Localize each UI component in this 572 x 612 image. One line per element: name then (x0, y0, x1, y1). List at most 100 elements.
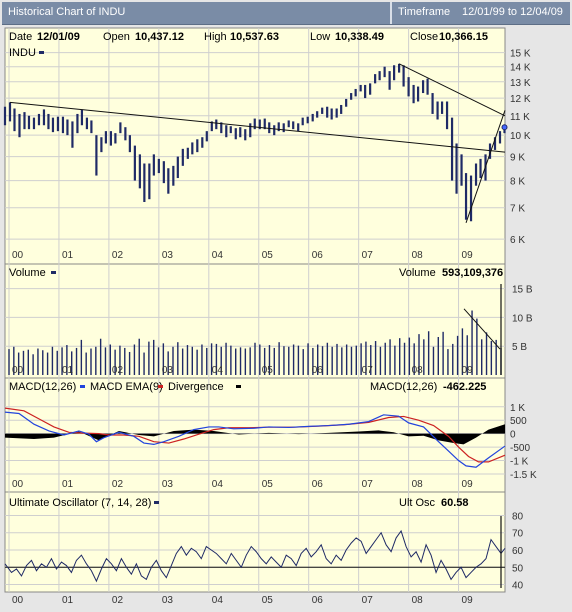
price-panel (4, 27, 506, 265)
ultosc-legend-swatch (154, 501, 159, 504)
volume-tick-label: 10 B (512, 313, 533, 324)
price-x-tick-label: 07 (362, 250, 374, 261)
price-tick-label: 15 K (510, 49, 531, 60)
macd-tick-label: -1.5 K (510, 470, 537, 481)
timeframe-value[interactable]: 12/01/99 to 12/04/09 (462, 6, 563, 18)
macd-x-tick-label: 01 (62, 479, 74, 490)
volume-x-tick-label: 05 (262, 365, 274, 376)
price-x-tick-label: 03 (162, 250, 174, 261)
ultosc-tick-label: 70 (512, 529, 524, 540)
trend-line (398, 63, 506, 117)
ultosc-x-tick-label: 03 (162, 595, 174, 606)
macd-x-tick-label: 09 (462, 479, 474, 490)
volume-x-tick-label: 04 (212, 365, 224, 376)
macd-x-tick-label: 03 (162, 479, 174, 490)
volume-x-tick-label: 06 (312, 365, 324, 376)
ultosc-legend: Ultimate Oscillator (7, 14, 28) (9, 497, 151, 509)
volume-legend: Volume (9, 267, 46, 279)
macd-line (4, 411, 506, 468)
ultosc-x-tick-label: 07 (362, 595, 374, 606)
macd-x-tick-label: 06 (312, 479, 324, 490)
ultosc-x-tick-label: 00 (12, 595, 24, 606)
divergence-legend-swatch (236, 385, 241, 388)
volume-x-tick-label: 01 (62, 365, 74, 376)
price-x-tick-label: 02 (112, 250, 124, 261)
ultosc-readout-label: Ult Osc (399, 497, 436, 509)
volume-readout-label: Volume (399, 267, 436, 279)
price-tick-label: 12 K (510, 94, 531, 105)
open-value: 10,437.12 (135, 31, 184, 43)
macd-x-tick-label: 07 (362, 479, 374, 490)
price-tick-label: 8 K (510, 177, 525, 188)
macd-tick-label: 0 (510, 430, 516, 441)
volume-tick-label: 15 B (512, 285, 533, 296)
macd-tick-label: -500 (510, 443, 530, 454)
macd-x-tick-label: 00 (12, 479, 24, 490)
ultosc-tick-label: 50 (512, 563, 524, 574)
price-tick-label: 10 K (510, 131, 531, 142)
macd-x-tick-label: 05 (262, 479, 274, 490)
macd-readout-label: MACD(12,26) (370, 381, 437, 393)
ultosc-series-line (4, 529, 506, 583)
price-x-tick-label: 04 (212, 250, 224, 261)
volume-x-tick-label: 00 (12, 365, 24, 376)
volume-x-tick-label: 09 (462, 365, 474, 376)
macd-legend-swatch (80, 385, 85, 388)
ultosc-tick-label: 60 (512, 546, 524, 557)
close-label: Close (410, 31, 438, 43)
trend-line (9, 101, 506, 153)
low-value: 10,338.49 (335, 31, 384, 43)
high-value: 10,537.63 (230, 31, 279, 43)
ultosc-x-tick-label: 02 (112, 595, 124, 606)
low-label: Low (310, 31, 330, 43)
price-tick-label: 14 K (510, 63, 531, 74)
volume-x-tick-label: 07 (362, 365, 374, 376)
ultosc-x-tick-label: 09 (462, 595, 474, 606)
close-value: 10,366.15 (439, 31, 488, 43)
chart-title: Historical Chart of INDU (8, 6, 126, 18)
macd-x-tick-label: 04 (212, 479, 224, 490)
macd-x-tick-label: 08 (412, 479, 424, 490)
ultosc-x-tick-label: 06 (312, 595, 324, 606)
macd-readout-value: -462.225 (443, 381, 486, 393)
volume-x-tick-label: 08 (412, 365, 424, 376)
trend-line (465, 110, 506, 223)
open-label: Open (103, 31, 130, 43)
date-value: 12/01/09 (37, 31, 80, 43)
high-label: High (204, 31, 227, 43)
ultosc-tick-label: 40 (512, 581, 524, 592)
ema-legend: MACD EMA(9) (90, 381, 163, 393)
price-x-tick-label: 00 (12, 250, 24, 261)
volume-readout-value: 593,109,376 (442, 267, 503, 279)
volume-legend-swatch (51, 271, 56, 274)
ultosc-line (4, 516, 506, 588)
last-price-marker (501, 124, 508, 131)
price-x-tick-label: 09 (462, 250, 474, 261)
price-tick-label: 6 K (510, 235, 525, 246)
macd-x-tick-label: 02 (112, 479, 124, 490)
volume-trend-line (463, 308, 501, 350)
volume-x-tick-label: 03 (162, 365, 174, 376)
macd-lines (4, 407, 506, 468)
price-tick-label: 7 K (510, 204, 525, 215)
macd-tick-label: 500 (510, 416, 527, 427)
price-x-tick-label: 06 (312, 250, 324, 261)
price-bars (3, 63, 508, 223)
price-legend-swatch (39, 51, 44, 54)
price-x-tick-label: 08 (412, 250, 424, 261)
ultosc-x-tick-label: 01 (62, 595, 74, 606)
price-x-tick-label: 05 (262, 250, 274, 261)
axis-labels: 6 K7 K8 K9 K10 K11 K12 K13 K14 K15 K00 01… (12, 49, 537, 606)
macd-tick-label: 1 K (510, 403, 525, 414)
macd-tick-label: -1 K (510, 457, 529, 468)
price-tick-label: 13 K (510, 78, 531, 89)
ultosc-panel (4, 491, 506, 593)
ultosc-x-tick-label: 05 (262, 595, 274, 606)
title-bar: Historical Chart of INDU Timeframe 12/01… (2, 2, 570, 25)
price-tick-label: 9 K (510, 153, 525, 164)
volume-tick-label: 5 B (512, 342, 527, 353)
volume-x-tick-label: 02 (112, 365, 124, 376)
price-tick-label: 11 K (510, 112, 530, 123)
